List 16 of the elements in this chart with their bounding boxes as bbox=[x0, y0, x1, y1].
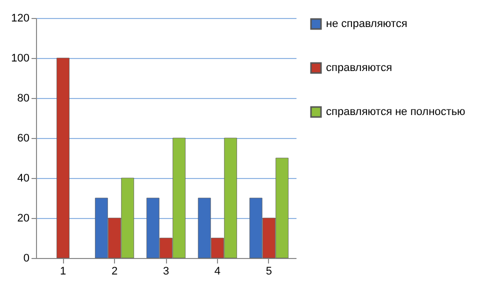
y-tick-label: 120 bbox=[11, 12, 30, 24]
y-tick-label: 80 bbox=[17, 92, 30, 104]
x-tick-label: 4 bbox=[214, 266, 221, 278]
legend-label: справляются не полностью bbox=[326, 106, 466, 118]
x-tick-label: 2 bbox=[111, 266, 118, 278]
y-tick-label: 20 bbox=[17, 212, 30, 224]
y-tick-label: 100 bbox=[11, 52, 30, 64]
legend-label: не справляются bbox=[326, 18, 408, 30]
x-tick-label: 3 bbox=[162, 266, 170, 278]
x-tick-label: 1 bbox=[60, 266, 66, 278]
y-tick-label: 60 bbox=[17, 132, 30, 144]
y-tick-label: 0 bbox=[23, 252, 30, 264]
y-tick-label: 40 bbox=[17, 172, 30, 184]
bar bbox=[56, 58, 70, 258]
x-tick-label: 5 bbox=[266, 266, 272, 278]
legend-label: справляются bbox=[326, 62, 392, 74]
